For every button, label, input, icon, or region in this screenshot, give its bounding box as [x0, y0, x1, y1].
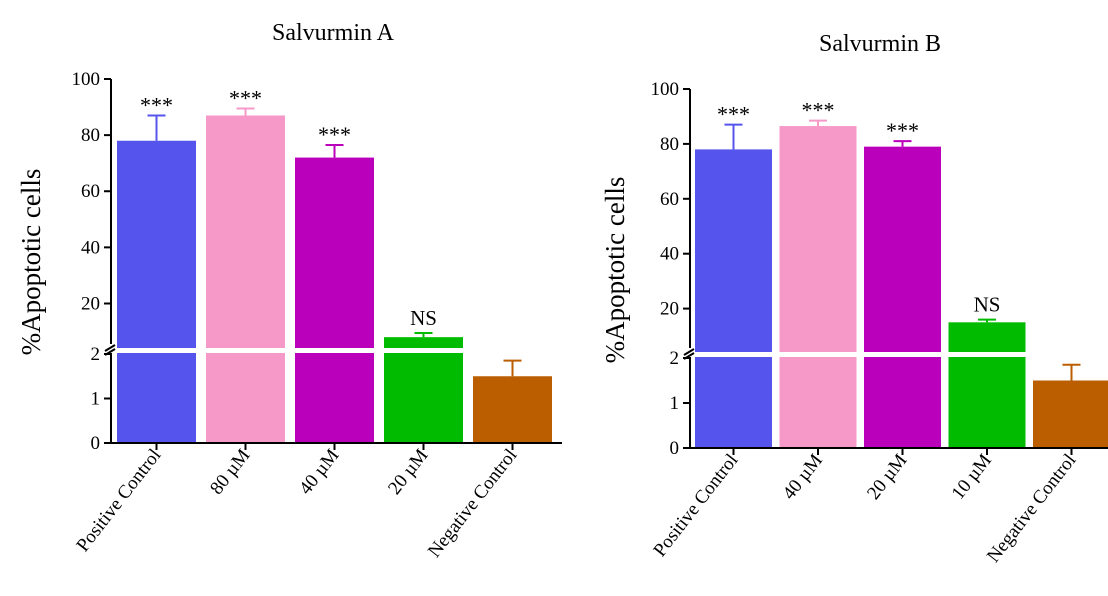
bar	[206, 115, 285, 444]
bar	[384, 337, 463, 443]
significance-label: ***	[229, 85, 262, 110]
y-tick-label: 1	[670, 393, 680, 414]
category-label: 20 µM	[863, 450, 911, 504]
y-tick-label: 60	[81, 181, 100, 202]
y-tick-label: 2	[91, 344, 101, 365]
bar	[864, 146, 941, 448]
category-label: 80 µM	[206, 445, 254, 499]
y-tick-label: 2	[670, 348, 680, 369]
category-label: Positive Control	[650, 450, 743, 561]
y-axis-label: %Apoptotic cells	[16, 169, 46, 356]
axis-break-mark	[104, 344, 116, 352]
y-tick-label: 80	[660, 134, 679, 155]
y-tick-label: 40	[660, 244, 679, 265]
category-label: 40 µM	[779, 450, 827, 504]
y-tick-label: 0	[91, 433, 101, 454]
category-label: 20 µM	[384, 445, 432, 499]
significance-label: NS	[410, 306, 437, 330]
y-tick-label: 80	[81, 125, 100, 146]
significance-label: ***	[318, 122, 351, 147]
axis-break-gap	[686, 352, 1108, 357]
chart-panel-salvurmin-b: Salvurmin B %Apoptotic cells *** Positive C…	[600, 31, 1108, 567]
y-tick-label: 100	[72, 69, 101, 90]
significance-label: ***	[717, 102, 750, 127]
bar	[117, 140, 196, 444]
category-label: 10 µM	[948, 450, 996, 504]
axis-break-mark	[683, 348, 695, 356]
category-label: Negative Control	[983, 450, 1080, 566]
bar	[695, 149, 772, 448]
y-axis-label: %Apoptotic cells	[600, 177, 630, 364]
y-tick-label: 0	[670, 438, 680, 459]
chart-title: Salvurmin B	[819, 31, 941, 57]
y-tick-label: 100	[651, 79, 680, 100]
chart-panel-salvurmin-a: Salvurmin A %Apoptotic cells *** Positive C…	[16, 20, 564, 562]
significance-label: ***	[140, 92, 173, 117]
bar	[473, 376, 552, 443]
bar	[948, 322, 1026, 448]
category-label: Negative Control	[424, 445, 521, 561]
significance-label: NS	[974, 293, 1001, 317]
bar	[1033, 380, 1108, 448]
bar	[295, 157, 374, 444]
y-tick-label: 20	[81, 293, 100, 314]
category-label: Positive Control	[73, 445, 166, 556]
bar	[779, 126, 857, 448]
significance-label: ***	[802, 98, 835, 123]
y-tick-label: 20	[660, 299, 679, 320]
category-label: 40 µM	[295, 445, 343, 499]
significance-label: ***	[886, 118, 919, 143]
axis-break-gap	[107, 348, 564, 353]
y-tick-label: 40	[81, 237, 100, 258]
chart-title: Salvurmin A	[272, 20, 395, 46]
y-tick-label: 60	[660, 189, 679, 210]
y-tick-label: 1	[91, 389, 101, 410]
